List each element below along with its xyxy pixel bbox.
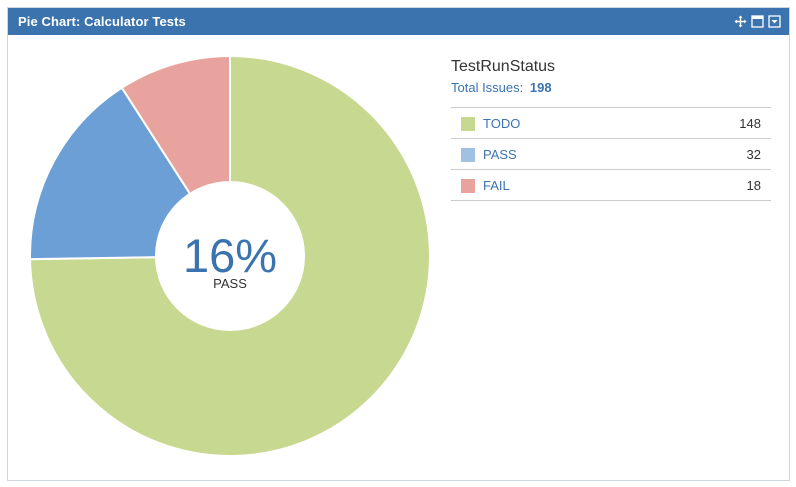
maximize-icon[interactable]	[751, 15, 764, 28]
legend-swatch-fail	[461, 178, 475, 193]
legend-label-fail[interactable]: FAIL	[479, 169, 641, 201]
legend-row-pass: PASS 32	[451, 138, 771, 170]
total-issues-label: Total Issues:	[451, 80, 524, 95]
legend-swatch-cell	[451, 107, 479, 139]
legend-label-todo[interactable]: TODO	[479, 107, 641, 139]
legend-label-pass[interactable]: PASS	[479, 138, 641, 170]
donut-hole	[155, 181, 305, 331]
legend-swatch-pass	[461, 147, 475, 162]
total-issues-value: 198	[529, 80, 552, 95]
legend-swatch-cell	[451, 169, 479, 201]
legend-table: TODO 148 PASS 32 FAIL 18	[451, 107, 771, 201]
legend-count-pass: 32	[640, 138, 771, 170]
menu-dropdown-icon[interactable]	[768, 15, 781, 28]
legend-row-fail: FAIL 18	[451, 169, 771, 201]
center-label: PASS	[213, 276, 247, 291]
legend-swatch-cell	[451, 138, 479, 170]
legend-count-todo: 148	[640, 107, 771, 139]
pie-chart-svg: 16% PASS	[29, 54, 431, 457]
legend-count-fail: 18	[640, 169, 771, 201]
pie-chart-gadget: Pie Chart: Calculator Tests	[7, 7, 790, 481]
legend-panel: TestRunStatus Total Issues: 198 TODO 148 P…	[451, 58, 771, 201]
header-tools	[734, 15, 781, 28]
gadget-title: Pie Chart: Calculator Tests	[18, 14, 186, 29]
total-issues: Total Issues: 198	[451, 80, 771, 95]
legend-swatch-todo	[461, 116, 475, 131]
move-icon[interactable]	[734, 15, 747, 28]
pie-chart: 16% PASS	[28, 54, 432, 458]
legend-title: TestRunStatus	[451, 58, 556, 75]
legend-row-todo: TODO 148	[451, 107, 771, 139]
center-percent: 16%	[183, 229, 277, 282]
gadget-header: Pie Chart: Calculator Tests	[8, 8, 789, 35]
